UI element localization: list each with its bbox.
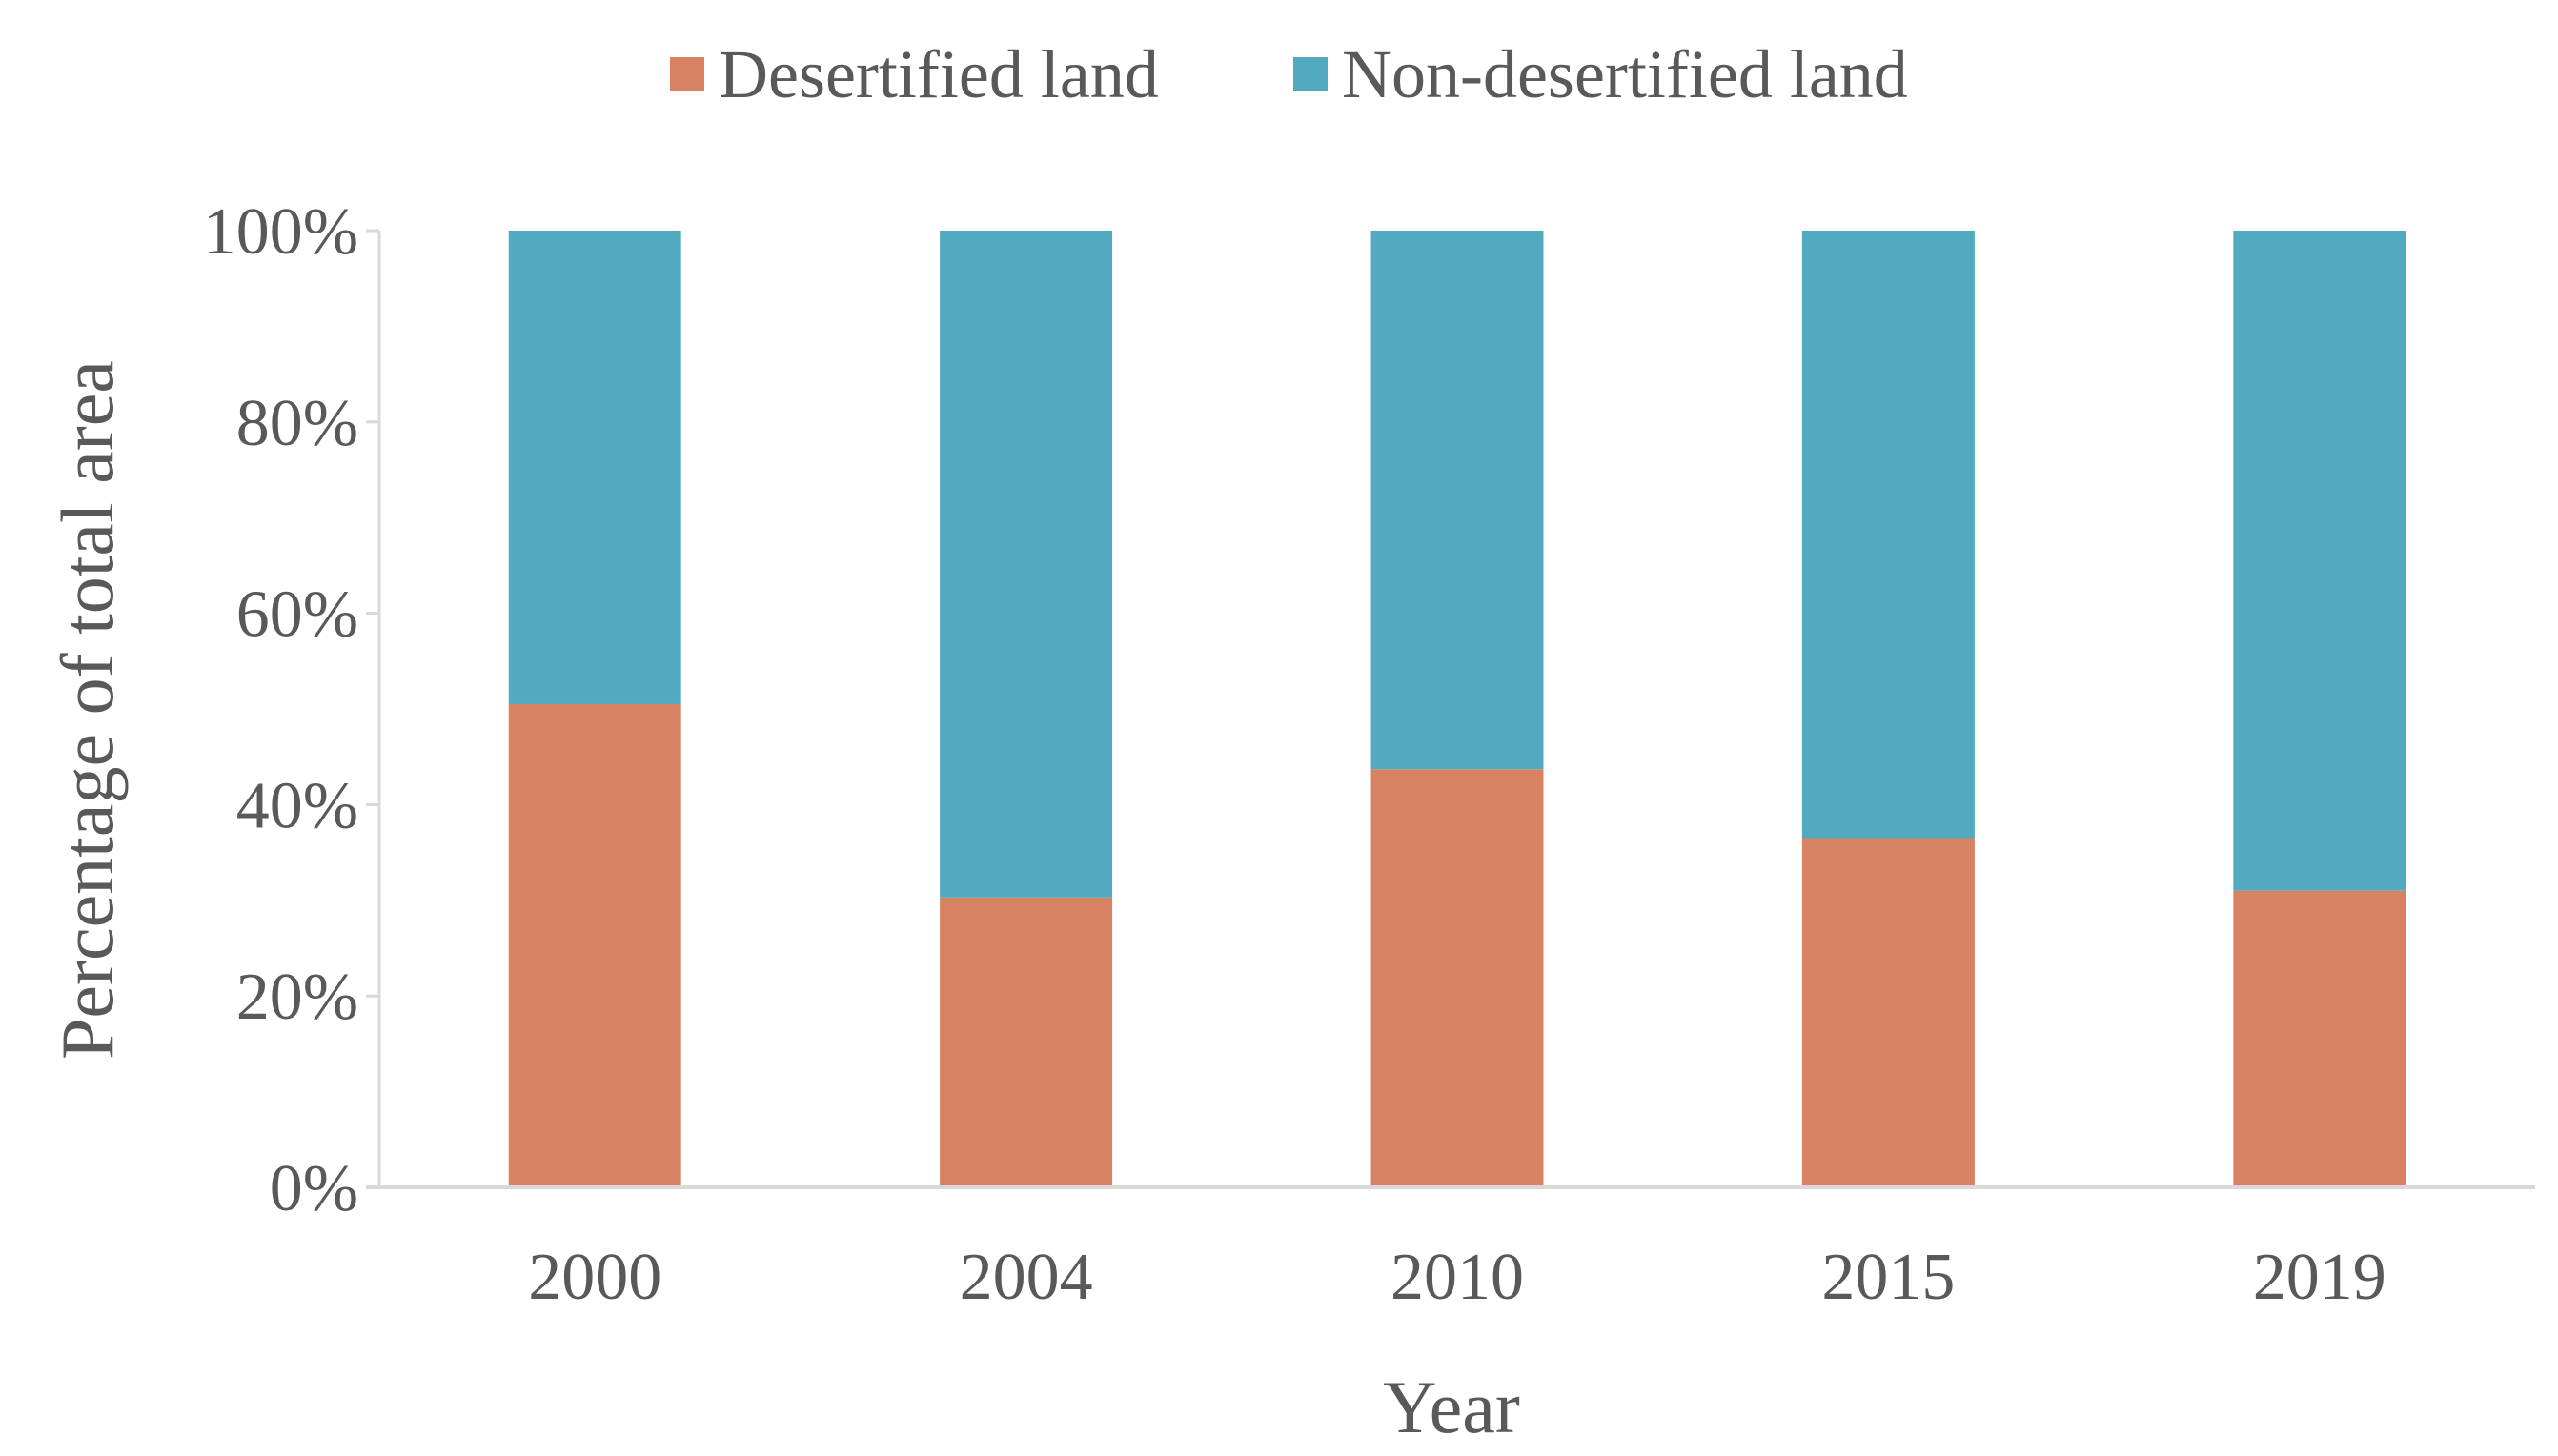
x-tick-label: 2019: [2253, 1241, 2386, 1314]
bar-non-desertified-2015: [1801, 231, 1975, 839]
legend-label-desertified: Desertified land: [719, 36, 1159, 112]
legend-swatch-desertified: [670, 57, 704, 91]
bar-non-desertified-2019: [2233, 231, 2406, 891]
y-tick-label: 80%: [236, 387, 358, 460]
bar-desertified-2010: [1370, 769, 1544, 1187]
y-tick-label: 40%: [236, 769, 358, 842]
legend-swatch-non-desertified: [1293, 57, 1328, 91]
x-tick-label: 2010: [1391, 1241, 1524, 1314]
x-tick-label: 2004: [960, 1241, 1093, 1314]
bar-desertified-2000: [508, 703, 681, 1187]
bar-desertified-2019: [2233, 890, 2406, 1187]
x-axis-title: Year: [1383, 1365, 1520, 1448]
legend-label-non-desertified: Non-desertified land: [1342, 36, 1908, 112]
y-tick-label: 60%: [236, 578, 358, 652]
bar-non-desertified-2000: [508, 231, 681, 704]
bars: [508, 231, 2406, 1187]
y-tick-label: 0%: [270, 1152, 358, 1225]
y-tick-label: 20%: [236, 961, 358, 1034]
legend: Desertified land Non-desertified land: [670, 36, 1908, 112]
y-tick-label: 100%: [203, 195, 358, 269]
bar-desertified-2004: [940, 897, 1113, 1187]
bar-desertified-2015: [1801, 838, 1975, 1187]
x-axis-ticks: 2000 2004 2010 2015 2019: [528, 1241, 2386, 1314]
bar-non-desertified-2004: [940, 231, 1113, 898]
y-axis-title: Percentage of total area: [46, 360, 129, 1060]
bar-non-desertified-2010: [1370, 231, 1544, 770]
x-tick-label: 2015: [1821, 1241, 1955, 1314]
y-axis-ticks: 0% 20% 40% 60% 80% 100%: [203, 195, 379, 1225]
x-tick-label: 2000: [528, 1241, 661, 1314]
